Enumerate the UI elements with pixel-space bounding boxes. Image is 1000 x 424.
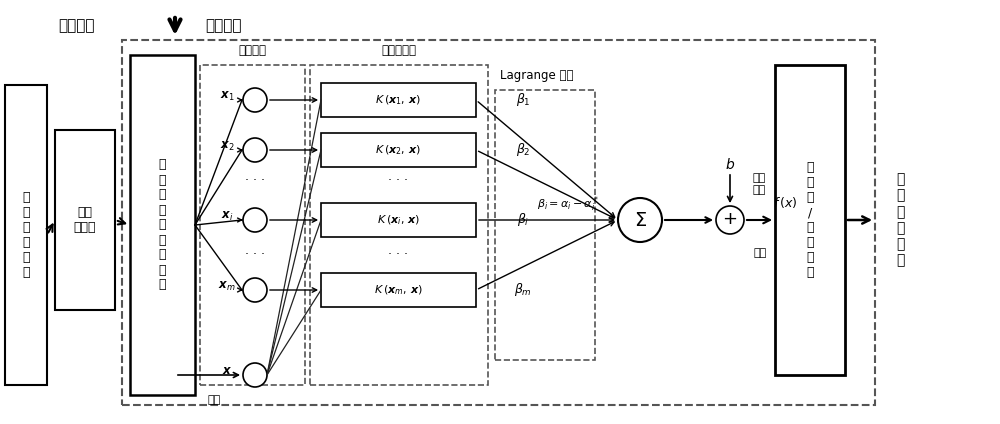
Text: 数值
微分: 数值 微分 [753,173,766,195]
Text: $\boldsymbol{x}$: $\boldsymbol{x}$ [222,365,232,377]
Circle shape [243,278,267,302]
Bar [321,133,476,167]
Circle shape [716,206,744,234]
Bar [55,130,115,310]
Text: +: + [722,210,738,228]
Text: $\beta_i$: $\beta_i$ [517,212,529,229]
Bar [310,65,488,385]
Bar [321,273,476,307]
Text: $\beta_1$: $\beta_1$ [516,92,530,109]
Text: · · ·: · · · [388,173,409,187]
Text: $\boldsymbol{x}_2$: $\boldsymbol{x}_2$ [220,139,234,153]
Text: $K\,(\boldsymbol{x}_1,\,\boldsymbol{x})$: $K\,(\boldsymbol{x}_1,\,\boldsymbol{x})$ [375,93,422,107]
Text: 数据
预处理: 数据 预处理 [74,206,96,234]
Bar [775,65,845,375]
Circle shape [243,138,267,162]
Text: 实
时
飞
行
数
据: 实 时 飞 行 数 据 [22,191,30,279]
Text: 模型参数: 模型参数 [205,18,242,33]
Circle shape [618,198,662,242]
Text: $\boldsymbol{x}_m$: $\boldsymbol{x}_m$ [218,279,236,293]
Text: $\beta_2$: $\beta_2$ [516,142,530,159]
Text: $\beta_m$: $\beta_m$ [514,282,532,298]
Text: · · ·: · · · [245,173,265,187]
Text: 实
时
气
动
参
数: 实 时 气 动 参 数 [896,173,904,268]
Text: 样本数目: 样本数目 [58,18,95,33]
Text: 气
动
力
/
力
矩
系
数: 气 动 力 / 力 矩 系 数 [806,161,814,279]
Text: 支
持
向
量
机
训
练
样
本: 支 持 向 量 机 训 练 样 本 [159,159,166,292]
Text: 输出: 输出 [753,248,767,258]
Text: b: b [726,158,734,172]
Text: $\boldsymbol{x}_1$: $\boldsymbol{x}_1$ [220,89,234,103]
Text: 核函数计算: 核函数计算 [382,45,416,58]
Bar [130,55,195,395]
Text: $K\,(\boldsymbol{x}_2,\,\boldsymbol{x})$: $K\,(\boldsymbol{x}_2,\,\boldsymbol{x})$ [375,143,422,157]
Bar [122,40,875,405]
Text: · · ·: · · · [388,248,409,260]
Circle shape [243,88,267,112]
Text: $\beta_i = \alpha_i - \alpha_i^*$: $\beta_i = \alpha_i - \alpha_i^*$ [537,194,599,214]
Circle shape [243,363,267,387]
Bar [321,83,476,117]
Bar [5,85,47,385]
Bar [200,65,305,385]
Circle shape [243,208,267,232]
Text: · · ·: · · · [245,248,265,260]
Text: $K\,(\boldsymbol{x}_m,\,\boldsymbol{x})$: $K\,(\boldsymbol{x}_m,\,\boldsymbol{x})$ [374,283,423,297]
Text: $f\,(x)$: $f\,(x)$ [773,195,797,209]
Text: $\Sigma$: $\Sigma$ [634,210,646,229]
Text: 输入: 输入 [208,395,221,405]
Bar [321,203,476,237]
Text: $\boldsymbol{x}_i$: $\boldsymbol{x}_i$ [221,209,233,223]
Text: 支持向量: 支持向量 [239,45,266,58]
Bar [495,90,595,360]
Text: Lagrange 乘子: Lagrange 乘子 [500,70,574,83]
Text: $K\,(\boldsymbol{x}_i,\,\boldsymbol{x})$: $K\,(\boldsymbol{x}_i,\,\boldsymbol{x})$ [377,213,420,227]
